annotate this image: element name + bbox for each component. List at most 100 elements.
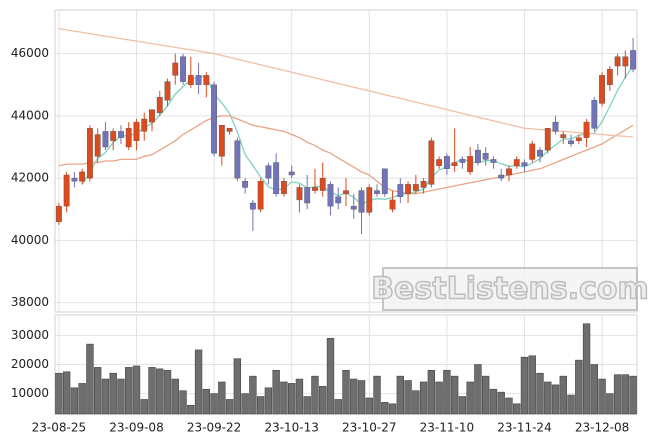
volume-bar <box>295 378 304 415</box>
candle-body <box>257 181 264 210</box>
candle-body <box>482 153 489 160</box>
volume-bar <box>544 381 552 415</box>
candle-body <box>172 62 179 76</box>
watermark-box <box>382 267 638 311</box>
candle-body <box>599 75 605 104</box>
volume-bar <box>225 399 234 415</box>
volume-bar <box>140 399 148 415</box>
volume-bar <box>303 396 311 415</box>
volume-bar <box>427 370 436 415</box>
candle-body <box>133 121 140 141</box>
volume-bar <box>210 393 218 415</box>
volume-bar <box>388 403 397 415</box>
volume-bar <box>101 378 110 415</box>
candle-body <box>428 140 435 185</box>
volume-bar <box>458 396 467 415</box>
candle-body <box>110 131 117 141</box>
candle-body <box>630 50 637 70</box>
volume-bar <box>567 394 575 415</box>
volume-bar <box>179 390 187 415</box>
volume-bar <box>202 388 211 415</box>
candle-body <box>164 81 171 101</box>
y-tick-label: 20000 <box>11 357 49 371</box>
candle-body <box>296 187 303 201</box>
volume-bar <box>86 343 94 415</box>
candle-body <box>288 171 295 176</box>
volume-bar <box>334 399 342 415</box>
x-tick-label: 23-10-13 <box>264 421 318 435</box>
candle-body <box>195 75 202 85</box>
volume-bar <box>590 364 599 415</box>
candle-body <box>389 199 396 210</box>
candle-body <box>335 196 342 204</box>
watermark-text: BestListens.com <box>371 272 649 307</box>
candle-body <box>544 128 551 151</box>
candle-body <box>467 156 474 173</box>
candle-body <box>149 109 155 123</box>
candle-body <box>506 168 512 176</box>
candle-body <box>281 181 287 194</box>
candle-body <box>273 162 280 194</box>
candle-body <box>591 100 598 129</box>
x-tick-label: 23-09-08 <box>109 421 163 435</box>
candle-body <box>234 140 241 179</box>
volume-bar <box>342 370 350 415</box>
candle-body <box>568 140 574 145</box>
volume-bar <box>264 387 273 415</box>
candle-body <box>374 190 380 194</box>
price-panel <box>54 9 638 313</box>
candle-body <box>606 68 613 85</box>
volume-bar <box>381 402 389 415</box>
candle-body <box>102 131 109 148</box>
candle-body <box>521 162 528 166</box>
candle-body <box>312 187 318 191</box>
volume-bar <box>194 349 203 415</box>
candle-body <box>443 156 450 169</box>
ma-line <box>58 115 634 195</box>
candle-body <box>490 159 497 163</box>
volume-bar <box>171 378 179 415</box>
volume-bar <box>156 368 164 415</box>
volume-bar <box>497 391 505 415</box>
volume-bar <box>474 364 482 415</box>
candle-body <box>327 184 334 207</box>
plot: 38000 40000 42000 44000 46000 10000 20000 30000… <box>11 10 637 435</box>
candle-body <box>343 190 349 194</box>
candle-body <box>304 187 311 204</box>
candle-body <box>55 205 62 222</box>
volume-bar <box>55 372 63 415</box>
candle-body <box>141 118 148 132</box>
volume-bar <box>326 337 335 415</box>
candle-body <box>366 187 373 213</box>
volume-bar <box>629 375 637 415</box>
candle-body <box>498 174 505 179</box>
volume-bar <box>412 390 420 415</box>
volume-bar <box>357 380 366 415</box>
volume-bar <box>187 404 195 415</box>
volume-bar <box>70 387 79 415</box>
volume-bar <box>528 355 536 415</box>
candle-body <box>350 205 357 210</box>
volume-bar <box>419 381 428 415</box>
volume-bar <box>109 372 117 415</box>
volume-bar <box>218 381 226 415</box>
volume-bar <box>551 384 560 415</box>
volume-bar <box>62 371 71 415</box>
volume-bar <box>450 375 459 415</box>
volume-bar <box>598 378 606 415</box>
volume-bar <box>536 372 544 415</box>
candle-body <box>397 184 404 198</box>
candle-body <box>211 84 217 154</box>
candle-body <box>405 184 411 194</box>
volume-bar <box>396 375 405 415</box>
ma-line <box>81 65 634 206</box>
candle-body <box>537 149 543 157</box>
candle-body <box>265 165 272 179</box>
volume-bar <box>350 378 358 415</box>
candle-body <box>583 121 590 138</box>
volume-bar <box>94 367 102 415</box>
volume-bar <box>272 370 280 415</box>
volume-bar <box>404 380 412 415</box>
volume-bar <box>466 381 474 415</box>
candle-body <box>242 181 249 188</box>
